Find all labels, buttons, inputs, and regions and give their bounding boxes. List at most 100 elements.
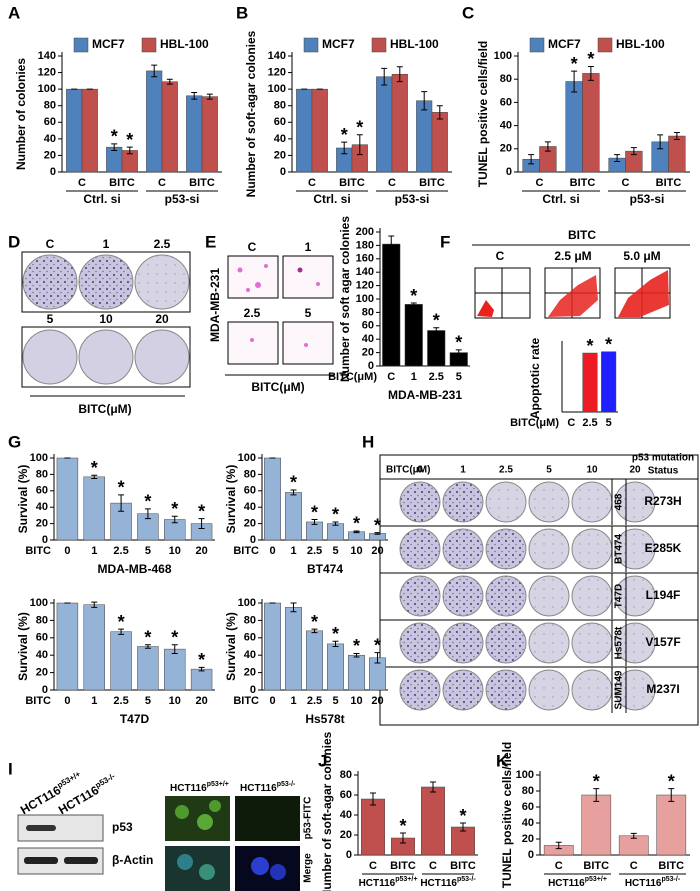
error-bar — [151, 64, 158, 78]
significance: * — [399, 816, 406, 836]
y-tick-label: 80 — [44, 100, 56, 112]
significance: * — [341, 125, 348, 145]
panel-letter: F — [440, 232, 450, 251]
plate — [134, 329, 190, 385]
error-bar — [381, 67, 388, 86]
column-label: HCT116p53+/+ — [170, 781, 229, 794]
panel-d: C 1 2.5 5 10 20 BITC(μM) — [21, 237, 191, 416]
bar — [327, 523, 344, 541]
error-bar — [388, 235, 395, 253]
x-tick-label: C — [308, 177, 316, 189]
colony — [246, 288, 250, 292]
bar — [582, 73, 600, 173]
significance: * — [171, 499, 178, 519]
x-tick-label: 1 — [91, 695, 97, 707]
y-tick-label: 80 — [522, 785, 534, 797]
error-bar — [118, 628, 125, 635]
x-axis-label: MDA-MB-231 — [388, 388, 462, 402]
x-tick-label: BITC — [450, 860, 476, 872]
lane-sup: p53+/+ — [207, 781, 229, 788]
significance: * — [668, 771, 675, 791]
panel-letter: A — [8, 3, 20, 22]
plate — [442, 528, 484, 570]
photo — [227, 321, 279, 365]
y-tick-label: 40 — [522, 817, 534, 829]
lane-text: HCT116 — [170, 783, 207, 794]
x-prefix: BITC(μM) — [510, 417, 559, 429]
y-tick-label: 140 — [268, 50, 286, 62]
panel-letter: K — [496, 751, 509, 770]
plate — [78, 329, 134, 385]
y-tick-label: 0 — [50, 166, 56, 178]
y-tick-label: 100 — [516, 769, 534, 781]
lane-sup: p53-/- — [277, 781, 296, 788]
error-bar — [668, 788, 675, 802]
y-tick-label: 40 — [340, 809, 352, 821]
y-tick-label: 80 — [244, 614, 256, 626]
error-bar — [191, 91, 198, 100]
cell — [177, 854, 193, 870]
error-bar — [111, 143, 118, 151]
colony — [237, 267, 243, 273]
legend-swatch — [529, 37, 545, 53]
plate — [571, 528, 613, 570]
group-sup: p53-/- — [662, 876, 681, 883]
x-prefix: BITC(μM) — [328, 371, 377, 383]
plate — [614, 575, 656, 617]
band — [24, 857, 58, 864]
y-axis-label: TUNEL positive cells/field — [476, 41, 490, 187]
bar — [201, 96, 218, 173]
dose-label: 10 — [586, 465, 598, 476]
y-tick-label: 40 — [244, 501, 256, 513]
plate — [485, 528, 527, 570]
significance: * — [374, 635, 381, 655]
plate — [528, 575, 570, 617]
error-bar — [571, 70, 578, 93]
error-bar — [421, 91, 428, 111]
group-text: HCT116 — [420, 878, 457, 889]
group-label: HCT116p53+/+ — [359, 876, 418, 889]
plate — [442, 669, 484, 711]
x-tick-label: BITC — [109, 177, 135, 189]
header: BITC(μM) — [386, 465, 430, 476]
significance: * — [111, 127, 118, 147]
plate — [571, 669, 613, 711]
error-bar — [673, 132, 680, 141]
y-axis-label: TUNEL positive cells/field — [500, 742, 514, 888]
significance: * — [332, 505, 339, 525]
significance: * — [356, 117, 363, 137]
x-tick-label: 2.5 — [307, 545, 322, 557]
mutation: M237I — [646, 682, 679, 696]
plate — [399, 669, 441, 711]
y-tick-label: 60 — [500, 96, 512, 108]
plate — [442, 575, 484, 617]
error-bar — [118, 494, 125, 512]
x-tick-label: 5 — [456, 371, 462, 383]
x-tick-label: 20 — [195, 695, 207, 707]
significance: * — [144, 492, 151, 512]
y-tick-label: 120 — [356, 280, 374, 292]
legend-swatch — [371, 37, 387, 53]
bar — [376, 76, 393, 173]
error-bar — [341, 141, 348, 155]
y-tick-label: 0 — [506, 166, 512, 178]
lane-sup: p53-/- — [94, 771, 117, 790]
mutation: L194F — [646, 588, 681, 602]
group-sup: p53-/- — [457, 876, 476, 883]
group-label: p53-si — [630, 192, 665, 206]
mutation: V157F — [645, 635, 680, 649]
x-tick-label: 10 — [350, 545, 362, 557]
significance: * — [91, 458, 98, 478]
group-label: Ctrl. si — [542, 192, 579, 206]
panel-e-photos: C 1 2.5 5 MDA-MB-231 BITC(μM) — [208, 240, 335, 394]
x-tick-label: C — [555, 860, 563, 872]
bar — [164, 648, 186, 691]
x-axis-label: Hs578t — [305, 712, 344, 726]
significance: * — [353, 636, 360, 656]
plate — [528, 622, 570, 664]
y-axis-label: Number of soft-agar colonies — [320, 731, 334, 891]
bar — [416, 100, 433, 173]
blot-label: p53 — [112, 820, 133, 834]
bar — [656, 794, 687, 856]
plate — [571, 481, 613, 523]
